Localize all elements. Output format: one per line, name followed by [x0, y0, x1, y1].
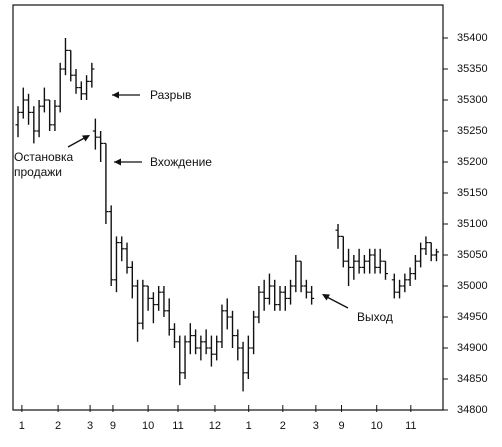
- x-tick-label: 10: [142, 420, 154, 432]
- annotation-box: Остановка продажи: [14, 150, 74, 179]
- x-tick-label: 12: [209, 420, 221, 432]
- annotation: Вхождение: [150, 155, 212, 169]
- y-tick-label: 35200: [457, 156, 488, 168]
- x-tick-label: 11: [172, 420, 183, 432]
- x-tick-label: 3: [313, 420, 319, 432]
- y-tick-label: 35300: [457, 94, 488, 106]
- annotation: Остановка продажи: [14, 150, 74, 179]
- annotation: Разрыв: [150, 88, 191, 102]
- y-tick-label: 35100: [457, 218, 488, 230]
- x-tick-label: 2: [280, 420, 286, 432]
- x-tick-label: 3: [87, 420, 93, 432]
- arrow-head: [112, 91, 119, 99]
- x-tick-label: 10: [371, 420, 383, 432]
- x-tick-label: 1: [246, 420, 252, 432]
- arrow-head: [114, 158, 121, 166]
- plot-frame: [12, 4, 444, 411]
- x-tick-label: 2: [55, 420, 61, 432]
- y-tick-label: 34900: [457, 342, 488, 354]
- x-tick-label: 11: [405, 420, 416, 432]
- arrow-head: [82, 135, 90, 142]
- y-tick-label: 34800: [457, 404, 488, 416]
- y-tick-label: 35250: [457, 125, 488, 137]
- y-tick-label: 35150: [457, 187, 488, 199]
- y-tick-label: 35000: [457, 280, 488, 292]
- x-tick-label: 9: [110, 420, 116, 432]
- y-tick-label: 34850: [457, 373, 488, 385]
- y-tick-label: 34950: [457, 311, 488, 323]
- y-tick-label: 35050: [457, 249, 488, 261]
- y-tick-label: 35400: [457, 32, 488, 44]
- arrow: [324, 295, 349, 309]
- x-tick-label: 1: [19, 420, 25, 432]
- x-tick-label: 9: [338, 420, 344, 432]
- arrow-head: [322, 294, 330, 301]
- annotation: Выход: [357, 310, 393, 324]
- y-tick-label: 35350: [457, 63, 488, 75]
